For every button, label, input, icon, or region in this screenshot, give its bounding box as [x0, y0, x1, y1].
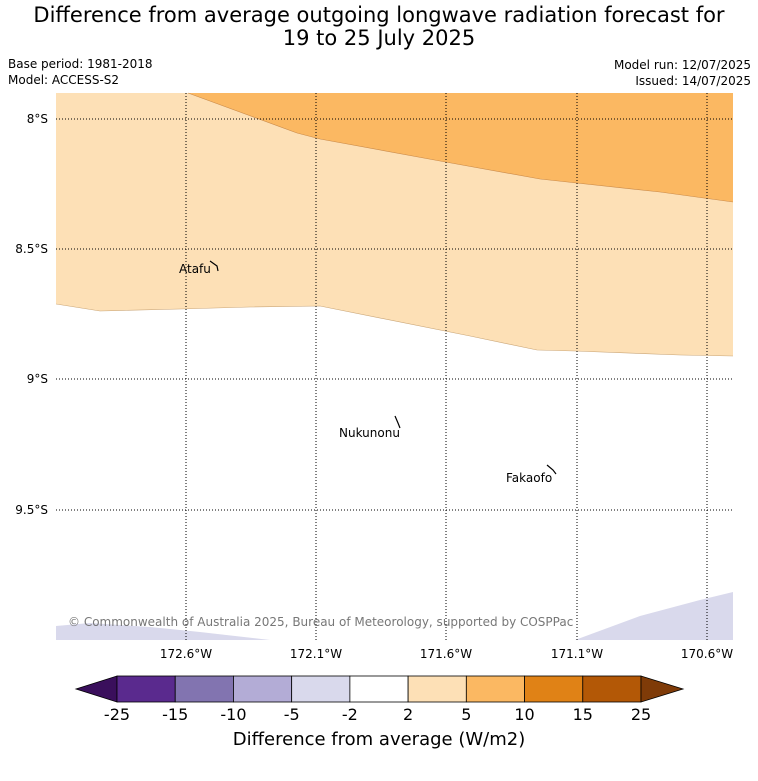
- lon-label: 171.6°W: [420, 647, 472, 661]
- title-line-2: 19 to 25 July 2025: [282, 26, 476, 50]
- colorbar-segment: [582, 675, 642, 703]
- place-label-nukunonu: Nukunonu: [339, 426, 400, 440]
- lon-label: 172.6°W: [160, 647, 212, 661]
- colorbar-tick-label: -15: [162, 705, 188, 724]
- colorbar-extend-high: [640, 675, 685, 703]
- lat-label: 9°S: [27, 372, 48, 386]
- lon-label: 172.1°W: [290, 647, 342, 661]
- colorbar-tick-label: 2: [403, 705, 413, 724]
- base-period: Base period: 1981-2018: [8, 57, 153, 71]
- lat-label: 8.5°S: [15, 242, 48, 256]
- gridlines: [56, 93, 733, 640]
- copyright-notice: © Commonwealth of Australia 2025, Bureau…: [68, 615, 573, 629]
- model-run: Model run: 12/07/2025: [613, 58, 751, 72]
- nukunonu-island: [394, 415, 401, 429]
- issued-date: Issued: 14/07/2025: [635, 74, 751, 88]
- anomaly-region-5-to-10: [188, 93, 733, 202]
- lat-label: 9.5°S: [15, 503, 48, 517]
- title-line-1: Difference from average outgoing longwav…: [33, 3, 725, 27]
- colorbar-tick-label: -10: [220, 705, 246, 724]
- colorbar-segment: [116, 675, 176, 703]
- model-name: Model: ACCESS-S2: [8, 73, 120, 87]
- colorbar-tick-label: 15: [573, 705, 593, 724]
- region-edge: [55, 303, 734, 357]
- lon-label: 170.6°W: [681, 647, 733, 661]
- colorbar-tick-label: 25: [631, 705, 651, 724]
- place-label-atafu: Atafu: [179, 262, 211, 276]
- anomaly-region-minus5-to-minus2-east: [575, 592, 733, 640]
- anomaly-region-minus5-to-minus2-west: [56, 623, 270, 640]
- colorbar: [74, 675, 685, 703]
- colorbar-label: Difference from average (W/m2): [232, 729, 526, 750]
- lon-labels: 172.6°W 172.1°W 171.6°W 171.1°W 170.6°W: [160, 647, 733, 661]
- colorbar-ticks: -25 -15 -10 -5 -2 2 5 10 15 25: [104, 705, 651, 724]
- colorbar-segment: [465, 675, 525, 703]
- meta-right: Model run: 12/07/2025 Issued: 14/07/2025: [614, 57, 751, 89]
- lat-label: 8°S: [27, 112, 48, 126]
- colorbar-tick-label: -5: [284, 705, 300, 724]
- colorbar-extend-low: [74, 675, 118, 703]
- colorbar-tick-label: 5: [461, 705, 471, 724]
- lat-labels: 8°S 8.5°S 9°S 9.5°S: [15, 112, 48, 517]
- colorbar-segment: [349, 675, 409, 703]
- region-edge: [187, 92, 298, 134]
- colorbar-tick-label: -25: [104, 705, 130, 724]
- colorbar-segment: [291, 675, 351, 703]
- place-label-fakaofo: Fakaofo: [506, 471, 552, 485]
- meta-left: Base period: 1981-2018 Model: ACCESS-S2: [8, 56, 153, 88]
- colorbar-segment: [407, 675, 467, 703]
- map-panel: Atafu Nukunonu Fakaofo © Commonwealth of…: [55, 92, 734, 640]
- colorbar-tick-label: -2: [342, 705, 358, 724]
- colorbar-segment: [233, 675, 293, 703]
- colorbar-segment: [524, 675, 584, 703]
- colorbar-tick-label: 10: [514, 705, 534, 724]
- chart-title: Difference from average outgoing longwav…: [0, 4, 758, 50]
- fakaofo-island: [546, 464, 557, 475]
- lon-label: 171.1°W: [551, 647, 603, 661]
- colorbar-segment: [174, 675, 234, 703]
- atafu-island: [209, 260, 219, 272]
